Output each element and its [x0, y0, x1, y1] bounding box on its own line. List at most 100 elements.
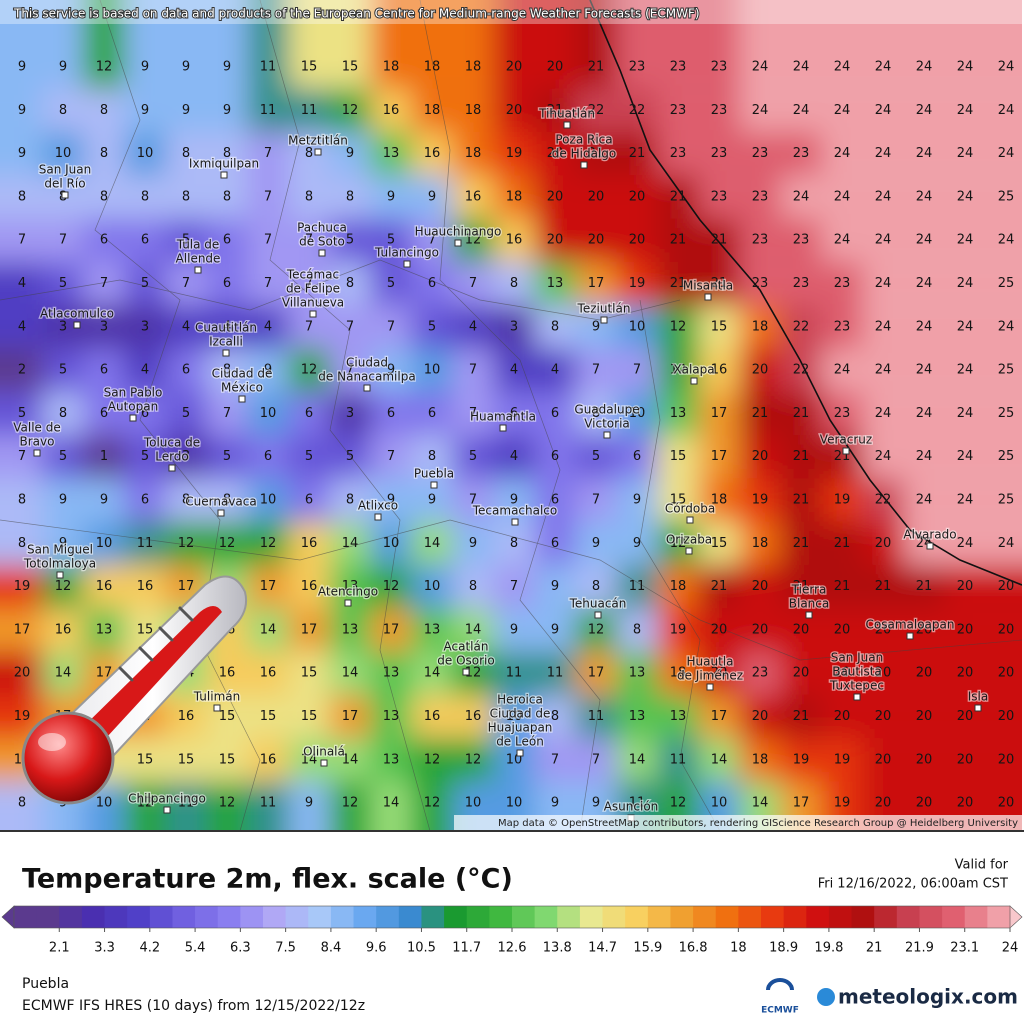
grid-value: 23 [793, 146, 810, 161]
valid-time: Fri 12/16/2022, 06:00am CST [818, 877, 1008, 892]
temperature-cell [42, 651, 84, 695]
city-name: San Pablo [104, 386, 163, 400]
grid-value: 24 [793, 60, 810, 75]
city-name: Blanca [789, 597, 829, 611]
temperature-cell [780, 694, 822, 739]
grid-value: 13 [383, 709, 400, 724]
temperature-cell [411, 0, 453, 89]
grid-value: 16 [96, 579, 113, 594]
temperature-cell [698, 694, 740, 739]
temperature-cell [780, 88, 822, 132]
temperature-cell [780, 175, 822, 219]
temperature-cell [370, 608, 412, 652]
temperature-cell [83, 521, 125, 565]
temperature-cell [780, 305, 822, 349]
temperature-cell [452, 261, 494, 306]
temperature-cell [575, 651, 617, 695]
grid-value: 24 [998, 60, 1015, 75]
grid-value: 12 [260, 536, 277, 551]
grid-value: 20 [629, 233, 646, 248]
temperature-cell [288, 608, 330, 652]
grid-value: 10 [260, 493, 277, 508]
city: Orizaba [665, 531, 713, 555]
grid-value: 12 [96, 60, 113, 75]
temperature-cell [657, 521, 699, 565]
temperature-cell [370, 305, 412, 349]
temperature-cell [534, 391, 576, 436]
grid-value: 19 [793, 752, 810, 767]
temperature-cell [985, 478, 1022, 522]
temperature-cell [616, 305, 658, 349]
grid-value: 7 [59, 233, 67, 248]
grid-value: 3 [510, 319, 518, 334]
temperature-cell [493, 564, 535, 609]
grid-value: 24 [752, 60, 769, 75]
grid-value: 14 [301, 752, 318, 767]
city-dot [805, 611, 813, 619]
grid-value: 4 [264, 319, 272, 334]
grid-value: 19 [14, 709, 31, 724]
temperature-cell [411, 175, 453, 219]
meteologix-logo: meteologix.com [817, 985, 1018, 1009]
temperature-cell [739, 131, 781, 176]
grid-value: 12 [670, 536, 687, 551]
colorbar-segment [330, 906, 355, 928]
temperature-cell [411, 435, 453, 479]
city-name: Toluca de [143, 436, 200, 450]
temperature-cell [124, 88, 166, 132]
city-dot [600, 316, 608, 324]
grid-value: 23 [670, 103, 687, 118]
temperature-cell [411, 564, 453, 609]
temperature-cell [698, 608, 740, 652]
grid-value: 9 [510, 622, 518, 637]
temperature-cell [780, 348, 822, 392]
grid-value: 23 [793, 276, 810, 291]
temperature-cell [616, 348, 658, 392]
grid-value: 12 [219, 536, 236, 551]
temperature-cell [944, 261, 986, 306]
temperature-cell [0, 305, 43, 349]
grid-value: 12 [137, 796, 154, 811]
grid-value: 6 [141, 493, 149, 508]
grid-value: 8 [18, 493, 26, 508]
grid-value: 24 [916, 276, 933, 291]
grid-value: 20 [588, 233, 605, 248]
temperature-cell [206, 694, 248, 739]
temperature-cell [124, 435, 166, 479]
grid-value: 7 [592, 493, 600, 508]
city-dot [842, 447, 850, 455]
temperature-cell [575, 348, 617, 392]
grid-value: 23 [711, 103, 728, 118]
grid-value: 4 [551, 363, 559, 378]
city-dot [220, 171, 228, 179]
grid-value: 21 [875, 579, 892, 594]
grid-value: 8 [428, 449, 436, 464]
temperature-cell [903, 608, 945, 652]
ecmwf-logo: ECMWF [761, 978, 799, 1016]
grid-value: 9 [223, 103, 231, 118]
temperature-cell [575, 88, 617, 132]
grid-value: 24 [875, 146, 892, 161]
temperature-cell [329, 478, 371, 522]
temperature-cell [124, 564, 166, 609]
grid-value: 24 [957, 449, 974, 464]
temperature-cell [657, 738, 699, 782]
temperature-cell [206, 0, 248, 89]
city-name: Tierra [791, 583, 827, 597]
grid-value: 7 [305, 276, 313, 291]
temperature-cell [698, 175, 740, 219]
grid-value: 8 [141, 189, 149, 204]
colorbar-label: 11.7 [452, 941, 481, 956]
grid-value: 23 [752, 233, 769, 248]
temperature-cell [903, 305, 945, 349]
grid-value: 20 [957, 579, 974, 594]
grid-value: 5 [223, 449, 231, 464]
city-name: Poza Rica [555, 133, 612, 147]
city-name: Huauchinango [415, 225, 502, 239]
grid-value: 6 [510, 406, 518, 421]
city-dot [163, 806, 171, 814]
city-dot [222, 349, 230, 357]
grid-value: 8 [182, 493, 190, 508]
city-name: de Osorio [437, 654, 494, 668]
grid-value: 16 [178, 709, 195, 724]
